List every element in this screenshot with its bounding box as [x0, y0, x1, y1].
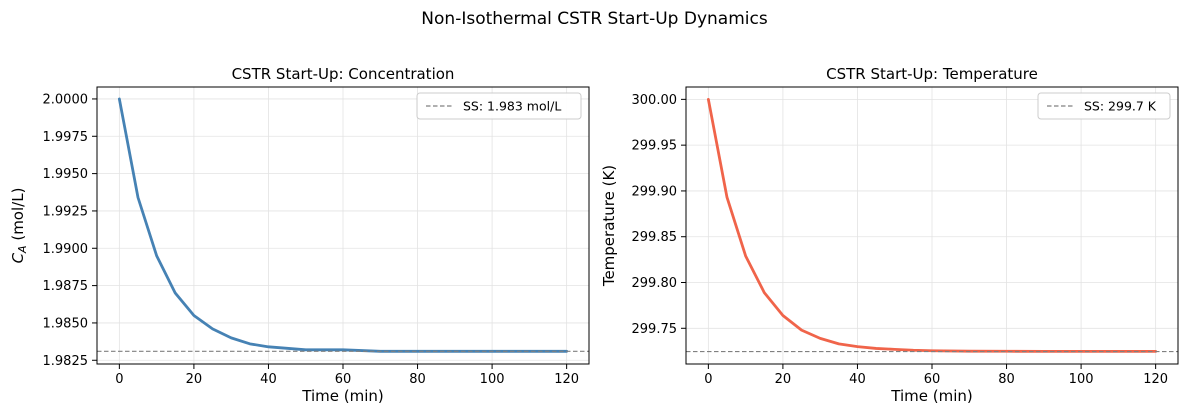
- y-tick-label: 1.9950: [43, 167, 89, 182]
- y-tick-label: 1.9900: [43, 242, 89, 257]
- y-tick-label: 299.85: [632, 230, 678, 245]
- y-tick-label: 2.0000: [43, 92, 89, 107]
- y-tick-label: 1.9975: [43, 130, 89, 145]
- y-axis-label: CA (mol/L): [9, 188, 29, 264]
- x-tick-label: 80: [998, 372, 1015, 387]
- y-axis-label-subscript: A: [16, 245, 29, 254]
- y-axis-label: Temperature (K): [600, 165, 618, 287]
- x-tick-label: 60: [924, 372, 941, 387]
- chart-title: CSTR Start-Up: Temperature: [826, 65, 1038, 83]
- x-tick-label: 0: [115, 372, 123, 387]
- x-tick-label: 120: [1143, 372, 1168, 387]
- y-tick-label: 1.9925: [43, 204, 89, 219]
- chart-title: CSTR Start-Up: Concentration: [232, 65, 455, 83]
- y-tick-label: 1.9875: [43, 279, 89, 294]
- y-tick-label: 299.80: [632, 276, 678, 291]
- figure-suptitle: Non-Isothermal CSTR Start-Up Dynamics: [421, 9, 768, 29]
- legend-label: SS: 299.7 K: [1084, 99, 1157, 114]
- temperature-chart: 0 20 40 60 80 100 120 299.75 299.80 299.85 299.90 2…: [600, 65, 1179, 405]
- x-axis-label: Time (min): [890, 387, 972, 405]
- x-tick-label: 60: [335, 372, 352, 387]
- concentration-chart: 0 20 40 60 80 100 120 1.9825 1.9850 1.9875 1.9900 1…: [9, 65, 590, 405]
- x-tick-label: 40: [849, 372, 866, 387]
- x-tick-label: 80: [409, 372, 426, 387]
- x-tick-label: 0: [704, 372, 712, 387]
- legend-label: SS: 1.983 mol/L: [463, 99, 561, 114]
- x-tick-label: 20: [775, 372, 792, 387]
- y-axis-label-unit: (mol/L): [9, 188, 27, 246]
- legend-box: [416, 92, 582, 120]
- x-tick-label: 120: [554, 372, 579, 387]
- x-tick-label: 20: [186, 372, 203, 387]
- y-tick-label: 299.90: [632, 184, 678, 199]
- y-tick-label: 299.75: [632, 322, 678, 337]
- x-tick-label: 40: [260, 372, 277, 387]
- y-tick-label: 300.00: [632, 93, 678, 108]
- x-tick-label: 100: [1069, 372, 1094, 387]
- legend-box: [1037, 92, 1171, 120]
- y-tick-label: 299.95: [632, 139, 678, 154]
- y-tick-label: 1.9850: [43, 316, 89, 331]
- x-axis-label: Time (min): [301, 387, 383, 405]
- x-tick-label: 100: [480, 372, 505, 387]
- y-tick-label: 1.9825: [43, 354, 89, 369]
- y-axis-label-symbol: C: [9, 252, 27, 263]
